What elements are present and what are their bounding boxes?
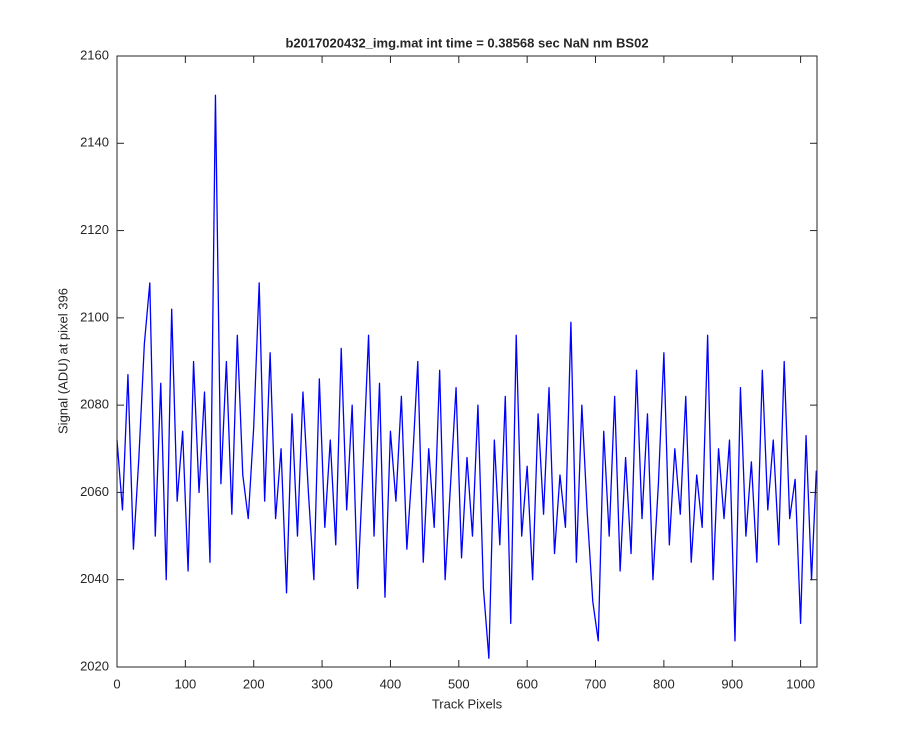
x-axis-label: Track Pixels bbox=[432, 696, 503, 711]
x-tick-label: 100 bbox=[175, 676, 197, 691]
x-tick-label: 700 bbox=[585, 676, 607, 691]
plot-area bbox=[117, 56, 817, 667]
y-axis-label: Signal (ADU) at pixel 396 bbox=[55, 288, 70, 434]
x-tick-label: 900 bbox=[721, 676, 743, 691]
x-tick-label: 200 bbox=[243, 676, 265, 691]
y-tick-label: 2060 bbox=[80, 484, 109, 499]
y-tick-label: 2080 bbox=[80, 397, 109, 412]
y-tick-label: 2140 bbox=[80, 135, 109, 150]
y-tick-label: 2100 bbox=[80, 309, 109, 324]
x-tick-label: 600 bbox=[516, 676, 538, 691]
y-tick-label: 2160 bbox=[80, 47, 109, 62]
y-tick-label: 2020 bbox=[80, 658, 109, 673]
x-tick-label: 800 bbox=[653, 676, 675, 691]
chart-title: b2017020432_img.mat int time = 0.38568 s… bbox=[285, 35, 648, 50]
axes-box bbox=[116, 55, 818, 668]
x-tick-label: 300 bbox=[311, 676, 333, 691]
x-tick-label: 1000 bbox=[786, 676, 815, 691]
x-tick-label: 0 bbox=[113, 676, 120, 691]
y-tick-label: 2120 bbox=[80, 222, 109, 237]
y-tick-label: 2040 bbox=[80, 571, 109, 586]
x-tick-label: 500 bbox=[448, 676, 470, 691]
data-line bbox=[116, 94, 817, 659]
x-tick-label: 400 bbox=[380, 676, 402, 691]
